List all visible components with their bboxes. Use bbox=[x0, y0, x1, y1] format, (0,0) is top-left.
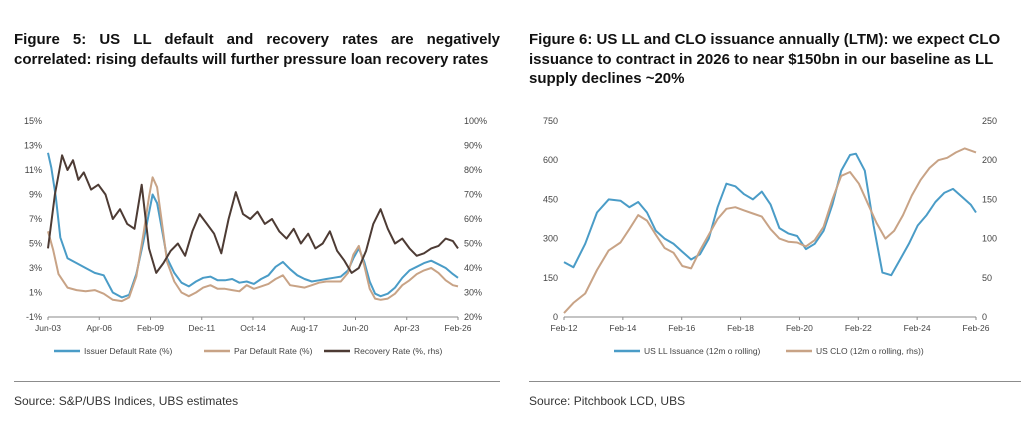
figure-6-chart-svg: 0 150 300 450 600 750 0 50 100 150 200 250 Feb-12 Feb… bbox=[543, 116, 997, 356]
y2-tick-label: 80% bbox=[464, 165, 482, 175]
y-tick-label: 0 bbox=[553, 312, 558, 322]
x-tick-label: Apr-06 bbox=[86, 323, 112, 333]
y-tick-label: -1% bbox=[26, 312, 42, 322]
x-tick-label: Aug-17 bbox=[291, 323, 319, 333]
series-line-par bbox=[47, 176, 459, 303]
y-tick-label: 1% bbox=[29, 288, 42, 298]
y-tick-label: 450 bbox=[543, 194, 558, 204]
x-tick-label: Jun-03 bbox=[35, 323, 61, 333]
y-tick-label: 13% bbox=[24, 141, 42, 151]
figure-6-panel: Figure 6: US LL and CLO issuance annuall… bbox=[512, 0, 1024, 421]
x-tick-label: Jun-20 bbox=[343, 323, 369, 333]
y2-tick-label: 100 bbox=[982, 234, 997, 244]
y2-tick-label: 40% bbox=[464, 263, 482, 273]
y2-tick-label: 20% bbox=[464, 312, 482, 322]
series-line-clo bbox=[563, 147, 977, 314]
y2-tick-label: 150 bbox=[982, 194, 997, 204]
y-tick-label: 150 bbox=[543, 273, 558, 283]
y2-tick-label: 50% bbox=[464, 239, 482, 249]
y2-tick-label: 90% bbox=[464, 141, 482, 151]
y-tick-label: 9% bbox=[29, 190, 42, 200]
y-tick-label: 750 bbox=[543, 116, 558, 126]
figure-5-divider bbox=[14, 381, 500, 382]
legend-label-ll: US LL Issuance (12m o rolling) bbox=[644, 346, 761, 356]
y-tick-label: 7% bbox=[29, 214, 42, 224]
y-tick-label: 3% bbox=[29, 263, 42, 273]
x-tick-label: Feb-14 bbox=[609, 323, 636, 333]
y-tick-label: 5% bbox=[29, 239, 42, 249]
legend-label-clo: US CLO (12m o rolling, rhs)) bbox=[816, 346, 924, 356]
y-tick-label: 15% bbox=[24, 116, 42, 126]
y-tick-label: 11% bbox=[25, 165, 42, 175]
x-tick-label: Dec-11 bbox=[188, 323, 215, 333]
legend-label-recovery: Recovery Rate (%, rhs) bbox=[354, 346, 442, 356]
y2-tick-label: 50 bbox=[982, 273, 992, 283]
x-tick-label: Feb-26 bbox=[963, 323, 990, 333]
y2-tick-label: 250 bbox=[982, 116, 997, 126]
figure-6-title: Figure 6: US LL and CLO issuance annuall… bbox=[529, 31, 1001, 87]
y2-tick-label: 200 bbox=[982, 155, 997, 165]
y2-tick-label: 60% bbox=[464, 214, 482, 224]
x-tick-label: Feb-16 bbox=[668, 323, 695, 333]
x-tick-label: Feb-12 bbox=[551, 323, 578, 333]
series-line-ll bbox=[563, 152, 977, 277]
x-tick-label: Feb-20 bbox=[786, 323, 813, 333]
x-tick-label: Feb-09 bbox=[137, 323, 164, 333]
y-tick-label: 300 bbox=[543, 234, 558, 244]
x-tick-label: Feb-26 bbox=[445, 323, 472, 333]
series-line-issuer bbox=[47, 152, 459, 299]
x-tick-label: Feb-18 bbox=[727, 323, 754, 333]
x-tick-label: Oct-14 bbox=[240, 323, 266, 333]
y-tick-label: 600 bbox=[543, 155, 558, 165]
x-tick-label: Apr-23 bbox=[394, 323, 420, 333]
x-tick-label: Feb-22 bbox=[845, 323, 872, 333]
y2-tick-label: 30% bbox=[464, 288, 482, 298]
figure-5-panel: Figure 5: US LL default and recovery rat… bbox=[10, 31, 502, 408]
figure-5-title: Figure 5: US LL default and recovery rat… bbox=[14, 31, 500, 68]
figure-6-source: Source: Pitchbook LCD, UBS bbox=[529, 394, 686, 408]
figure-6-divider bbox=[529, 381, 1021, 382]
figure-5-chart-svg: -1% 1% 3% 5% 7% 9% 11% 13% 15% 20% 30% 40% 50% 60% 70%… bbox=[24, 116, 487, 356]
y2-tick-label: 70% bbox=[464, 190, 482, 200]
figure-5-chart: -1% 1% 3% 5% 7% 9% 11% 13% 15% 20% 30% 40% 50% 60% 70%… bbox=[10, 105, 502, 377]
y2-tick-label: 0 bbox=[982, 312, 987, 322]
legend-label-issuer: Issuer Default Rate (%) bbox=[84, 346, 173, 356]
figure-5-source: Source: S&P/UBS Indices, UBS estimates bbox=[14, 394, 239, 408]
series-line-recovery bbox=[47, 154, 459, 274]
y2-tick-label: 100% bbox=[464, 116, 487, 126]
figure-6-chart: 0 150 300 450 600 750 0 50 100 150 200 250 Feb-12 Feb… bbox=[522, 105, 1016, 377]
legend-label-par: Par Default Rate (%) bbox=[234, 346, 313, 356]
x-tick-label: Feb-24 bbox=[904, 323, 931, 333]
